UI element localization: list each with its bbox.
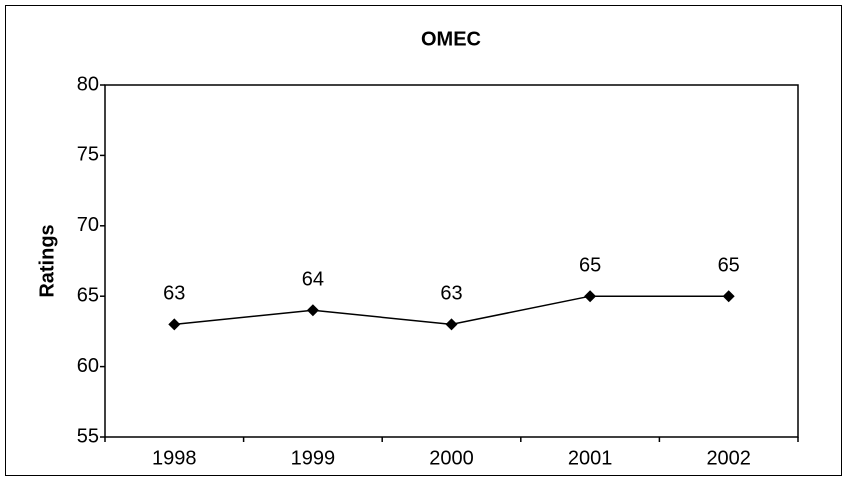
y-tick-label: 75 <box>77 144 99 166</box>
x-tick-label: 1999 <box>291 447 336 469</box>
marker <box>306 304 319 317</box>
marker <box>445 318 458 331</box>
y-axis-label: Ratings <box>36 224 58 297</box>
chart-border <box>5 5 842 476</box>
x-tick-label: 2002 <box>706 447 751 469</box>
marker <box>584 290 597 303</box>
y-tick-label: 65 <box>77 284 99 306</box>
y-tick-label: 70 <box>77 214 99 236</box>
data-label: 63 <box>440 283 462 305</box>
x-tick-label: 2001 <box>568 447 613 469</box>
data-label: 63 <box>163 283 185 305</box>
x-tick-label: 2000 <box>429 447 474 469</box>
plot-area <box>104 84 799 438</box>
x-tick-label: 1998 <box>152 447 197 469</box>
data-label: 65 <box>579 254 601 276</box>
marker <box>722 290 735 303</box>
y-tick-label: 80 <box>77 73 99 95</box>
data-label: 64 <box>302 269 324 291</box>
y-tick-label: 55 <box>77 425 99 447</box>
y-tick-label: 60 <box>77 355 99 377</box>
chart-title: OMEC <box>421 28 481 50</box>
marker <box>168 318 181 331</box>
data-label: 65 <box>718 254 740 276</box>
